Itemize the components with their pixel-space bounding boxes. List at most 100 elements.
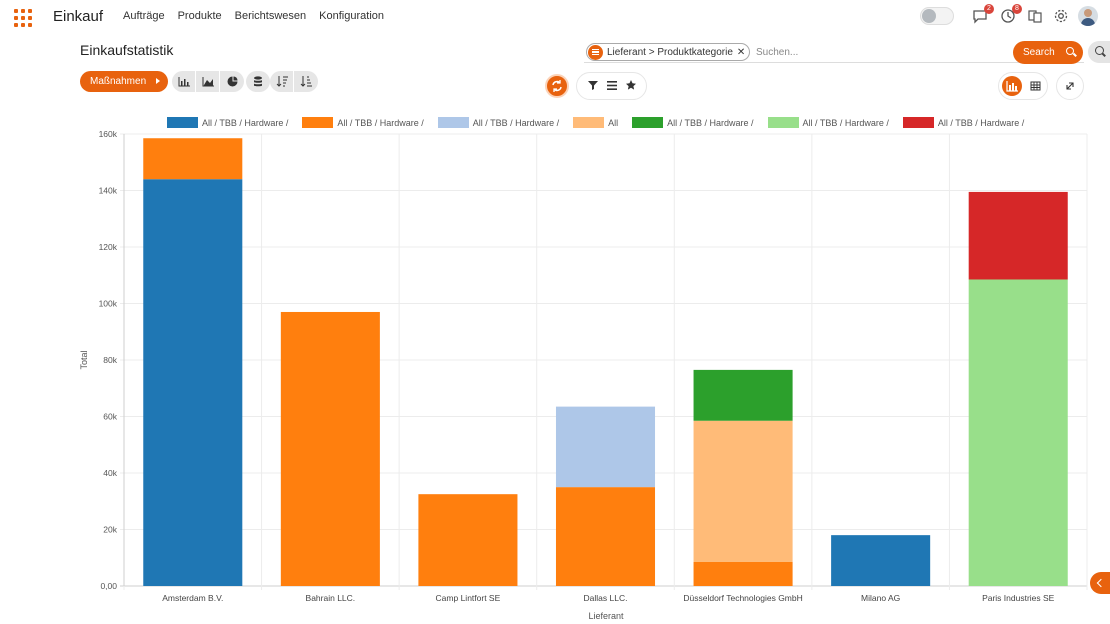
translate-icon[interactable]: [1026, 8, 1044, 26]
legend-swatch: [302, 117, 334, 128]
bar-segment[interactable]: [693, 420, 793, 562]
line-chart-icon[interactable]: [196, 71, 220, 92]
page-title: Einkaufstatistik: [80, 42, 174, 58]
messages-badge: 2: [984, 4, 994, 14]
stacked-database-icon[interactable]: [246, 71, 270, 92]
apps-menu-icon[interactable]: [14, 9, 32, 27]
legend-label: All / TBB / Hardware /: [202, 117, 289, 128]
pie-chart-icon[interactable]: [220, 71, 244, 92]
bar-segment[interactable]: [143, 179, 243, 586]
search-button[interactable]: Search: [1013, 41, 1083, 64]
legend-swatch: [573, 117, 605, 128]
menu-item-products[interactable]: Produkte: [177, 10, 222, 22]
y-tick-label: 60k: [103, 412, 117, 422]
legend-label: All / TBB / Hardware /: [472, 117, 560, 128]
actions-button[interactable]: Maßnahmen: [80, 71, 168, 92]
y-tick-label: 100k: [99, 299, 118, 309]
activities-clock-icon[interactable]: 8: [999, 4, 1022, 26]
fullscreen-expand-icon[interactable]: [1056, 72, 1084, 100]
bar-chart-icon[interactable]: [172, 71, 196, 92]
bar-segment[interactable]: [555, 406, 656, 488]
y-axis-ticks: 0,00 20k 40k 60k 80k 100k 120k 140k 160k: [99, 129, 118, 591]
refresh-icon[interactable]: [545, 74, 569, 98]
settings-gear-icon[interactable]: [1052, 8, 1070, 26]
legend-label: All / TBB / Hardware /: [667, 117, 754, 128]
legend-item[interactable]: All / TBB / Hardware /: [302, 117, 424, 128]
sort-group: [270, 71, 318, 92]
y-tick-label: 140k: [99, 186, 118, 196]
y-tick-label: 120k: [99, 242, 118, 252]
main-menu: Aufträge Produkte Berichtswesen Konfigur…: [123, 10, 384, 22]
theme-toggle[interactable]: [920, 7, 954, 25]
y-axis-label: Total: [79, 350, 89, 369]
legend-label: All / TBB / Hardware /: [337, 117, 424, 128]
favorites-star-icon[interactable]: [625, 77, 636, 95]
bar-segment[interactable]: [968, 191, 1068, 280]
filter-funnel-icon[interactable]: [587, 77, 598, 95]
bar-segment[interactable]: [831, 535, 931, 586]
y-tick-label: 20k: [103, 525, 117, 535]
groupby-lines-icon: [588, 44, 603, 60]
legend-swatch: [632, 117, 664, 128]
chart-type-group: [172, 71, 244, 92]
x-tick-label: Düsseldorf Technologies GmbH: [683, 593, 802, 603]
legend-item[interactable]: All / TBB / Hardware /: [902, 117, 1025, 128]
x-tick-label: Milano AG: [861, 593, 900, 603]
x-axis-label: Lieferant: [588, 611, 624, 621]
search-input[interactable]: [756, 44, 1006, 60]
graph-view-icon[interactable]: [1002, 76, 1022, 96]
legend-item[interactable]: All: [573, 117, 618, 128]
pivot-table-icon[interactable]: [1027, 77, 1045, 95]
groupby-facet[interactable]: Lieferant > Produktkategorie ✕: [586, 43, 751, 61]
search-icon: [1066, 47, 1074, 55]
legend-item[interactable]: All / TBB / Hardware /: [767, 117, 889, 128]
menu-item-orders[interactable]: Aufträge: [123, 10, 165, 22]
zoom-search-icon[interactable]: [1088, 41, 1110, 63]
chart-legend: All / TBB / Hardware / All / TBB / Hardwa…: [167, 117, 1038, 128]
bar-segment[interactable]: [693, 369, 793, 421]
x-tick-label: Camp Lintfort SE: [436, 593, 501, 603]
actions-label: Maßnahmen: [90, 76, 147, 87]
legend-item[interactable]: All / TBB / Hardware /: [167, 117, 288, 128]
search-bar: Lieferant > Produktkategorie ✕: [584, 41, 1084, 63]
user-avatar[interactable]: [1078, 6, 1098, 26]
search-options-group: [576, 72, 647, 100]
menu-item-reporting[interactable]: Berichtswesen: [234, 10, 307, 22]
sort-ascending-icon[interactable]: [294, 71, 318, 92]
legend-label: All: [608, 117, 619, 128]
x-tick-label: Dallas LLC.: [584, 593, 628, 603]
chart-grid: [120, 133, 1088, 590]
bar-segment[interactable]: [968, 279, 1068, 586]
legend-swatch: [437, 117, 469, 128]
app-title[interactable]: Einkauf: [53, 8, 104, 25]
menu-item-configuration[interactable]: Konfiguration: [319, 10, 384, 22]
messages-icon[interactable]: 2: [971, 4, 994, 26]
stacked-group: [246, 71, 270, 92]
side-panel-toggle-icon[interactable]: [1090, 572, 1110, 594]
legend-swatch: [902, 117, 934, 128]
x-tick-label: Paris Industries SE: [982, 593, 1055, 603]
facet-label: Lieferant > Produktkategorie: [607, 46, 733, 58]
bar-segment[interactable]: [280, 311, 380, 586]
legend-item[interactable]: All / TBB / Hardware /: [632, 117, 754, 128]
sort-descending-icon[interactable]: [270, 71, 294, 92]
activities-badge: 8: [1012, 4, 1022, 14]
legend-swatch: [167, 117, 198, 128]
view-switcher: [998, 72, 1048, 100]
search-button-label: Search: [1023, 47, 1055, 58]
bar-segment[interactable]: [143, 138, 243, 180]
legend-item[interactable]: All / TBB / Hardware /: [437, 117, 560, 128]
caret-right-icon: [156, 78, 160, 84]
bar-segment[interactable]: [693, 561, 793, 586]
legend-label: All / TBB / Hardware /: [802, 117, 889, 128]
x-tick-label: Bahrain LLC.: [306, 593, 356, 603]
groupby-list-icon[interactable]: [606, 77, 617, 95]
bar-segment[interactable]: [555, 487, 656, 586]
chart-bars: [143, 138, 1068, 586]
legend-swatch: [767, 117, 799, 128]
y-tick-label: 160k: [99, 129, 118, 139]
facet-remove-icon[interactable]: ✕: [736, 46, 746, 58]
legend-label: All / TBB / Hardware /: [937, 117, 1025, 128]
bar-segment[interactable]: [418, 494, 518, 586]
top-navbar: Einkauf Aufträge Produkte Berichtswesen …: [0, 0, 1110, 34]
